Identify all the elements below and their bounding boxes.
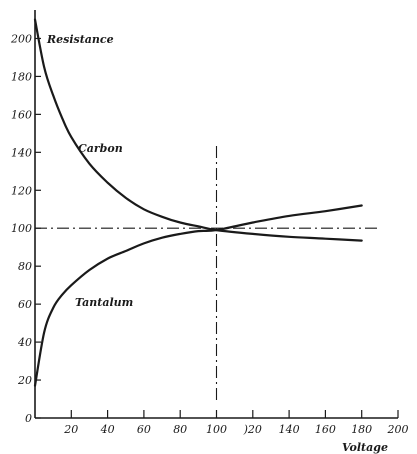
y-tick-label: 160 xyxy=(11,108,32,121)
x-axis-label: Voltage xyxy=(342,441,388,454)
labels: Resistance Voltage Carbon Tantalum xyxy=(46,33,388,454)
series-line-carbon xyxy=(33,18,363,242)
y-tick-label: 60 xyxy=(18,298,32,311)
y-axis-label: Resistance xyxy=(46,33,114,46)
y-tick-label: 120 xyxy=(11,184,32,197)
series-label-tantalum: Tantalum xyxy=(75,296,133,309)
y-tick-label: 100 xyxy=(11,222,32,235)
x-tick-label: 180 xyxy=(351,423,372,436)
y-tick-label: 140 xyxy=(11,146,32,159)
series-lines xyxy=(33,18,363,387)
y-tick-label: 180 xyxy=(11,70,32,83)
x-tick-label: 100 xyxy=(206,423,227,436)
x-tick-label: 40 xyxy=(100,423,115,436)
y-tick-label: 80 xyxy=(18,260,32,273)
ticks: 0 20 40 60 80 100 120 140 160 180 200 20 40 60 80 100 )2… xyxy=(10,32,409,436)
y-tick-label: 0 xyxy=(25,412,32,425)
y-tick-label: 20 xyxy=(17,374,32,387)
x-tick-label: )20 xyxy=(243,423,262,436)
x-tick-label: 140 xyxy=(279,423,300,436)
series-line-tantalum xyxy=(33,204,363,387)
x-tick-label: 200 xyxy=(387,423,409,436)
y-tick-label: 40 xyxy=(17,336,32,349)
x-tick-label: 80 xyxy=(173,423,187,436)
x-tick-label: 60 xyxy=(137,423,151,436)
series-label-carbon: Carbon xyxy=(78,142,123,155)
y-tick-label: 200 xyxy=(10,32,32,45)
x-tick-label: 160 xyxy=(315,423,336,436)
reference-lines xyxy=(35,146,378,402)
x-tick-label: 20 xyxy=(63,423,78,436)
